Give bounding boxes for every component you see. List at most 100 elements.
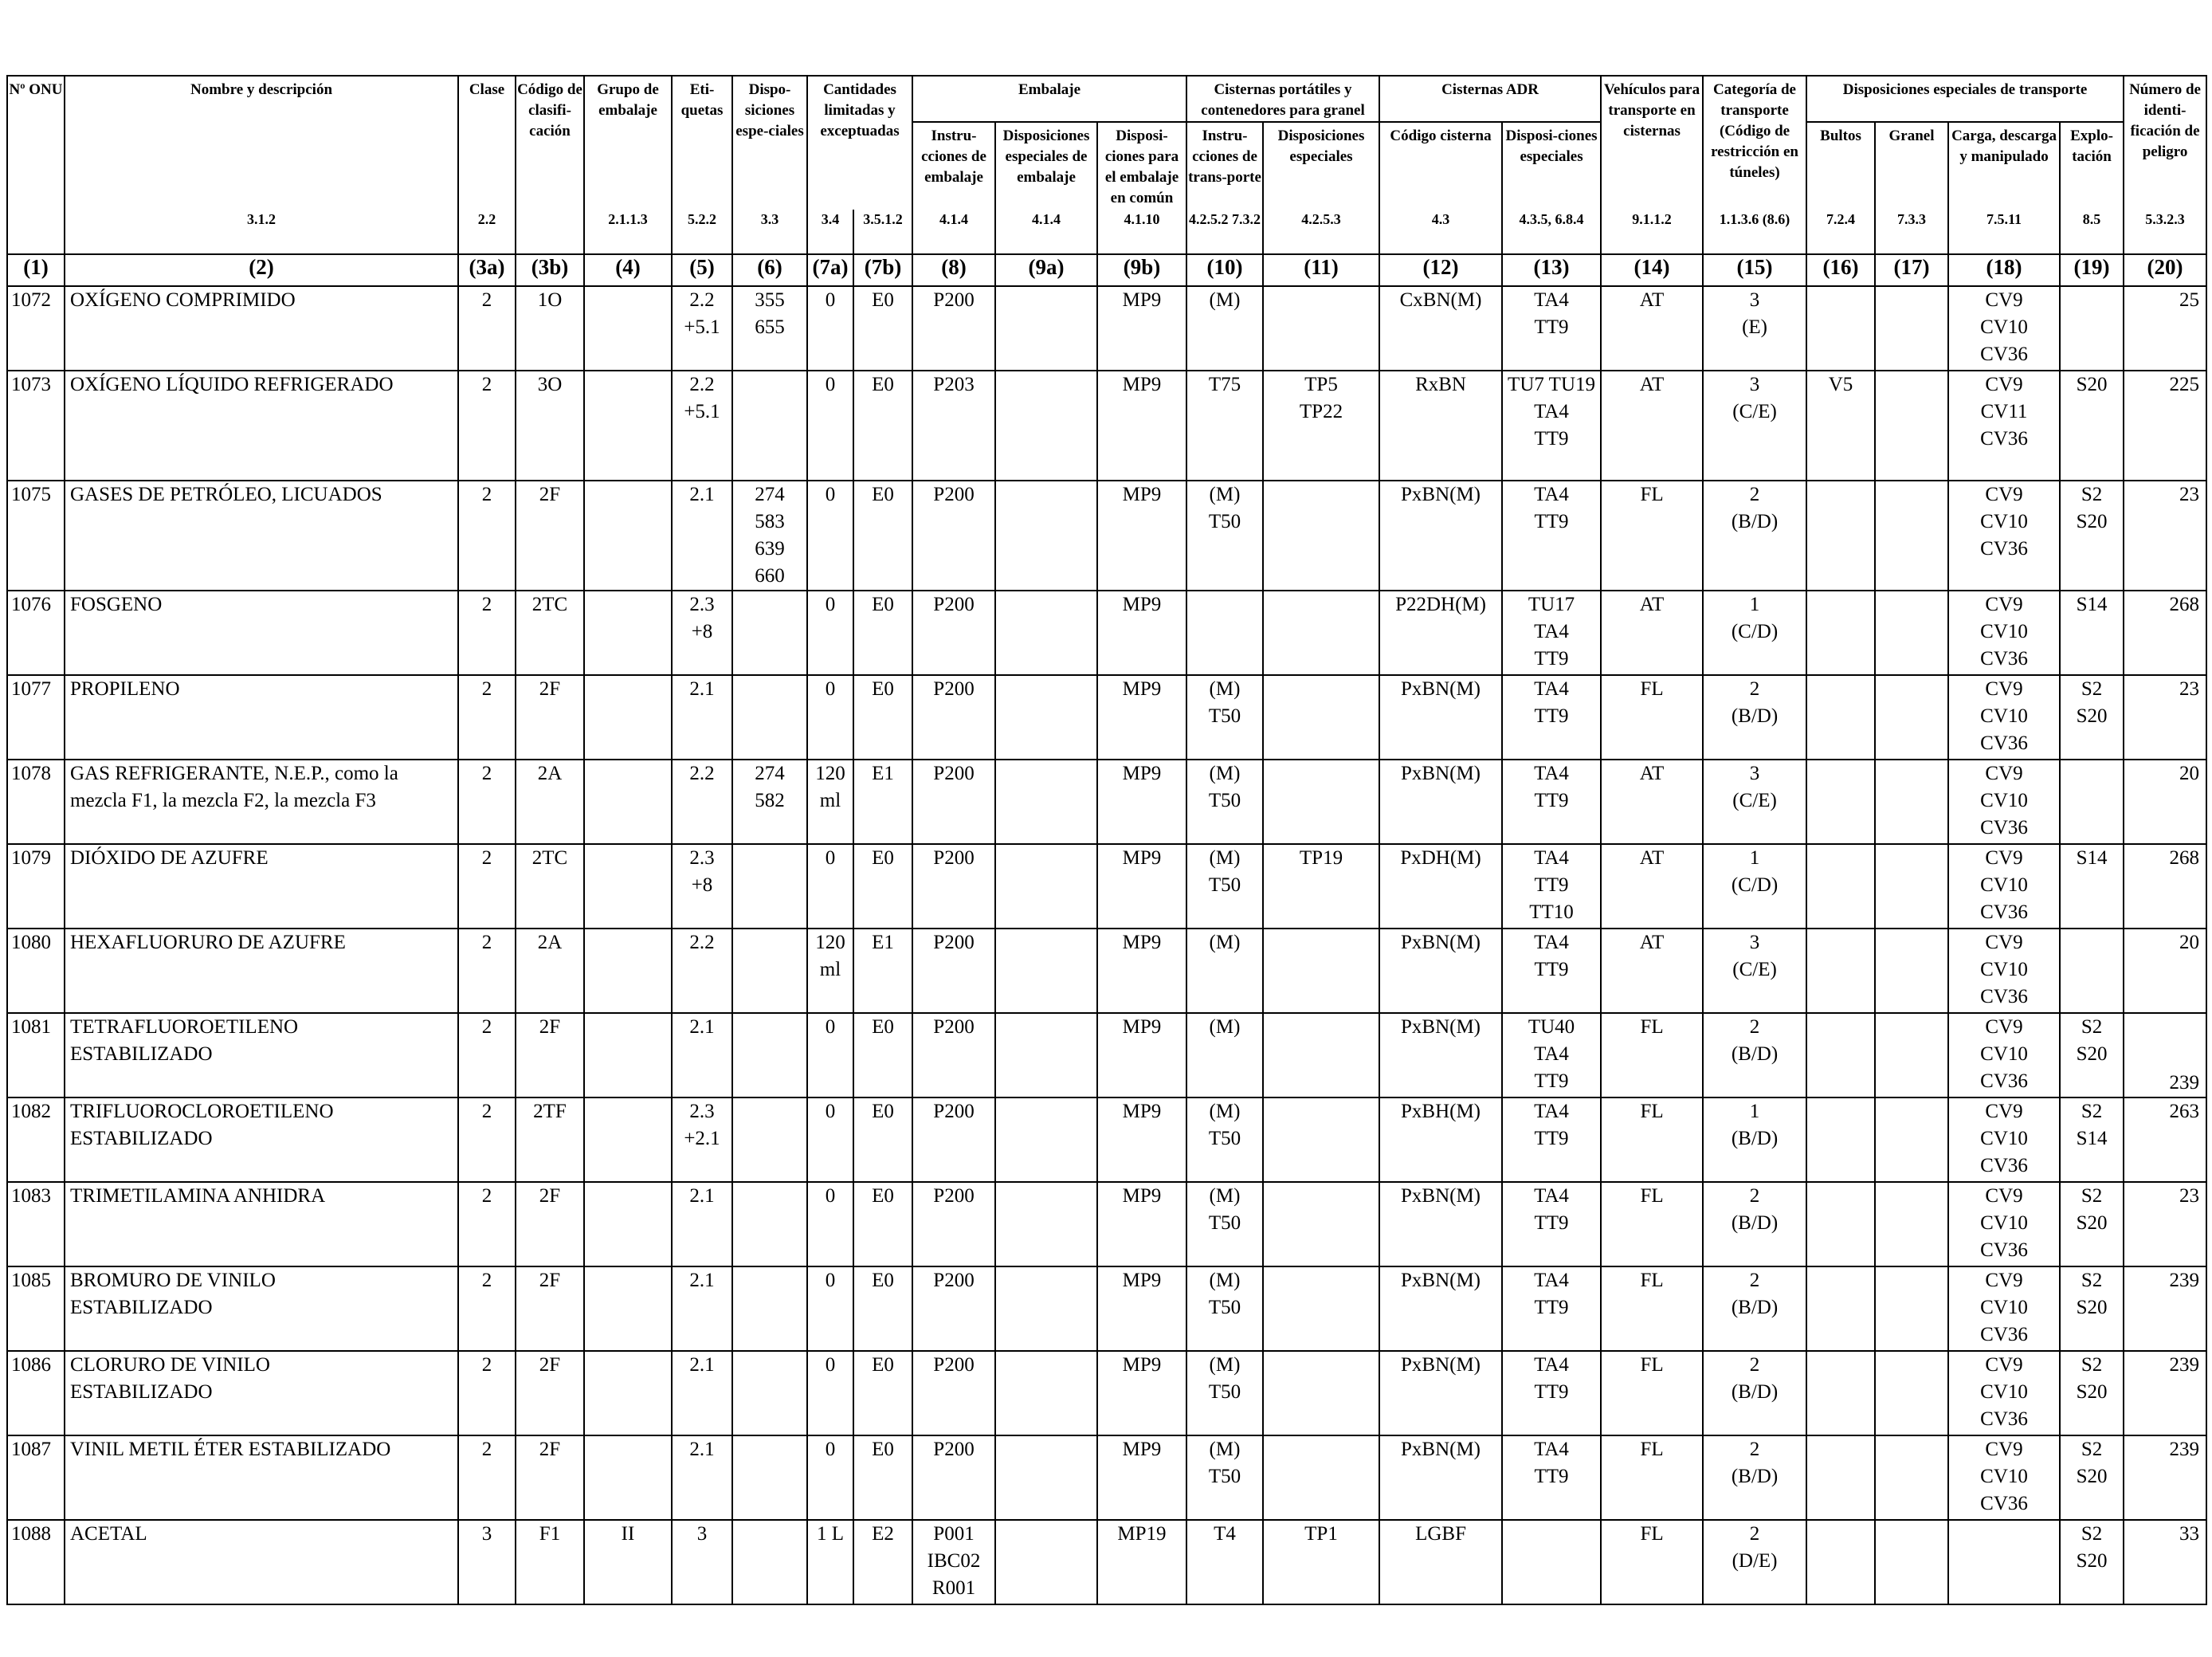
table-cell	[583, 1435, 673, 1521]
cell-text: 1072	[11, 289, 51, 311]
table-cell: FL	[1600, 1266, 1704, 1352]
table-cell: TA4 TT9	[1501, 1266, 1602, 1352]
table-cell: 274 582	[731, 759, 808, 845]
cell-text: PxBN(M)	[1401, 1354, 1481, 1376]
cell-text: MP9	[1122, 1439, 1162, 1460]
table-cell	[1261, 285, 1381, 371]
table-cell: 3 (C/E)	[1702, 759, 1808, 845]
table-cell: P200	[912, 843, 996, 929]
cell-text: 0	[825, 678, 836, 700]
table-cell	[583, 928, 673, 1014]
cell-text: MP9	[1122, 1185, 1162, 1207]
cell-text: T50	[1208, 511, 1241, 532]
cell-text: S20	[2076, 1297, 2108, 1318]
table-cell: 0	[806, 285, 854, 371]
cell-text: CV9	[1985, 932, 2023, 953]
table-cell: P200	[912, 1097, 996, 1183]
cell-text: CV9	[1985, 594, 2023, 615]
cell-text: 225	[2169, 374, 2200, 395]
table-cell: 355 655	[731, 285, 808, 371]
cell-text: 2F	[539, 484, 561, 505]
cell-text: 639	[755, 538, 785, 560]
table-cell: 3	[457, 1519, 516, 1605]
table-cell: S2 S20	[2059, 1435, 2125, 1521]
table-cell: 2	[457, 480, 516, 591]
cell-text: 2	[481, 847, 492, 869]
table-cell: 2	[457, 1181, 516, 1267]
table-cell	[1874, 1266, 1950, 1352]
table-cell	[1261, 1350, 1381, 1436]
cell-text: 2F	[539, 1354, 561, 1376]
table-cell: MP9	[1096, 928, 1187, 1014]
table-cell	[994, 1519, 1098, 1605]
table-cell	[994, 1181, 1098, 1267]
cell-text: 1O	[537, 289, 563, 311]
table-cell: 2.3 +2.1	[671, 1097, 733, 1183]
cell-text: 3	[696, 1523, 708, 1545]
cell-text: mezcla F1, la mezcla F2, la mezcla F3	[70, 790, 376, 811]
cell-text: E0	[872, 1439, 894, 1460]
cell-text: FL	[1640, 1523, 1664, 1545]
table-cell: GAS REFRIGERANTE, N.E.P., como la mezcla …	[64, 759, 459, 845]
table-cell: 3O	[515, 370, 585, 481]
cell-text: TA4	[1534, 678, 1569, 700]
table-cell: HEXAFLUORURO DE AZUFRE	[64, 928, 459, 1014]
table-cell: S20	[2059, 370, 2125, 481]
cell-text: S20	[2076, 374, 2108, 395]
cell-text: E0	[872, 1270, 894, 1291]
table-cell: P200	[912, 1181, 996, 1267]
cell-text: TA4	[1534, 1439, 1569, 1460]
table-cell: LGBF	[1379, 1519, 1504, 1605]
cell-text: S2	[2081, 1270, 2103, 1291]
cell-text: TRIFLUOROCLOROETILENO	[70, 1101, 334, 1122]
table-cell: 0	[806, 370, 854, 481]
ref-2: 3.1.2	[64, 210, 459, 255]
cell-text: PxDH(M)	[1400, 847, 1481, 869]
ref-19: 8.5	[2059, 210, 2125, 255]
table-cell: S2 S20	[2059, 480, 2125, 591]
cell-text: (M)	[1209, 1354, 1241, 1376]
cell-text: 2	[481, 1101, 492, 1122]
cell-text: 2	[1749, 1439, 1760, 1460]
table-cell	[1874, 1350, 1950, 1436]
table-cell: CxBN(M)	[1379, 285, 1504, 371]
table-cell	[1261, 590, 1381, 676]
table-cell: MP19	[1096, 1519, 1187, 1605]
table-cell	[1806, 480, 1877, 591]
column-number: (3b)	[515, 253, 585, 287]
table-cell	[1874, 1519, 1950, 1605]
table-cell	[1806, 928, 1877, 1014]
header-special-provisions: Dispo-siciones espe-ciales	[731, 75, 808, 210]
ref-3b	[515, 210, 585, 255]
cell-text: TA4	[1534, 1043, 1569, 1065]
table-cell: CV9 CV10 CV36	[1947, 928, 2061, 1014]
cell-text: CV36	[1980, 1070, 2028, 1092]
cell-text: 2.3	[689, 1101, 715, 1122]
table-cell: 1080	[6, 928, 65, 1014]
cell-text: 2	[1749, 484, 1760, 505]
table-cell: E0	[853, 1435, 913, 1521]
cell-text: 2F	[539, 678, 561, 700]
table-row: 1082 TRIFLUOROCLOROETILENO ESTABILIZADO 2 2T…	[6, 1097, 2208, 1183]
table-cell: 3	[671, 1519, 733, 1605]
table-cell: CV9 CV10 CV36	[1947, 674, 2061, 760]
table-cell: 2F	[515, 1350, 585, 1436]
table-cell	[2059, 759, 2125, 845]
table-cell	[731, 590, 808, 676]
table-cell: TETRAFLUOROETILENO ESTABILIZADO	[64, 1012, 459, 1098]
table-cell: (M) T50	[1186, 1097, 1264, 1183]
cell-text: FL	[1640, 1016, 1664, 1038]
cell-text: P200	[933, 1185, 975, 1207]
table-cell: 0	[806, 1435, 854, 1521]
table-cell	[994, 759, 1098, 845]
ref-14: 9.1.1.2	[1600, 210, 1704, 255]
cell-text: P200	[933, 847, 975, 869]
cell-text: 1	[1749, 594, 1760, 615]
table-cell: TRIFLUOROCLOROETILENO ESTABILIZADO	[64, 1097, 459, 1183]
cell-text: (B/D)	[1731, 1128, 1779, 1149]
table-cell	[1806, 1012, 1877, 1098]
table-cell: MP9	[1096, 759, 1187, 845]
cell-text: 1 L	[816, 1523, 845, 1545]
table-cell: 2 (B/D)	[1702, 1435, 1808, 1521]
ref-8: 4.1.4	[912, 210, 996, 255]
